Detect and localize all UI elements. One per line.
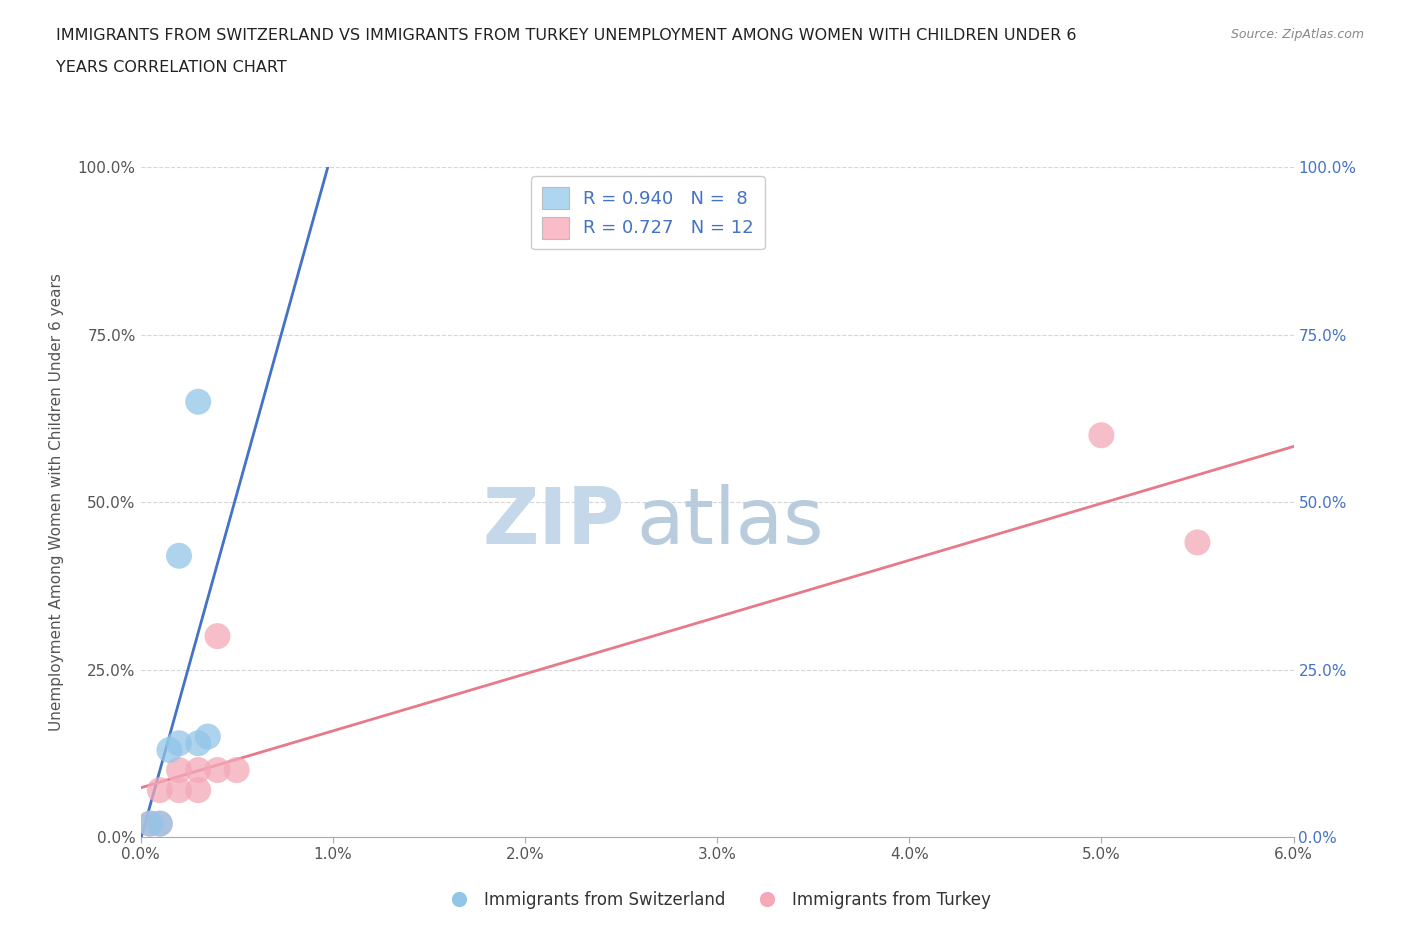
Point [187, 763, 209, 777]
Text: atlas: atlas [637, 485, 824, 560]
Point [159, 742, 180, 757]
Point [225, 763, 247, 777]
Point [167, 763, 190, 777]
Point [149, 817, 172, 831]
Text: Source: ZipAtlas.com: Source: ZipAtlas.com [1230, 28, 1364, 41]
Point [1187, 535, 1209, 550]
Point [187, 783, 209, 798]
Text: YEARS CORRELATION CHART: YEARS CORRELATION CHART [56, 60, 287, 75]
Point [187, 736, 209, 751]
Text: ZIP: ZIP [482, 485, 624, 560]
Point [187, 394, 209, 409]
Point [207, 629, 229, 644]
Point [149, 817, 172, 831]
Text: IMMIGRANTS FROM SWITZERLAND VS IMMIGRANTS FROM TURKEY UNEMPLOYMENT AMONG WOMEN W: IMMIGRANTS FROM SWITZERLAND VS IMMIGRANT… [56, 28, 1077, 43]
Point [139, 817, 162, 831]
Point [1090, 428, 1112, 443]
Point [139, 817, 162, 831]
Point [167, 549, 190, 564]
Y-axis label: Unemployment Among Women with Children Under 6 years: Unemployment Among Women with Children U… [49, 273, 63, 731]
Point [197, 729, 219, 744]
Legend: Immigrants from Switzerland, Immigrants from Turkey: Immigrants from Switzerland, Immigrants … [436, 884, 998, 916]
Point [207, 763, 229, 777]
Point [167, 783, 190, 798]
Point [167, 736, 190, 751]
Point [149, 783, 172, 798]
